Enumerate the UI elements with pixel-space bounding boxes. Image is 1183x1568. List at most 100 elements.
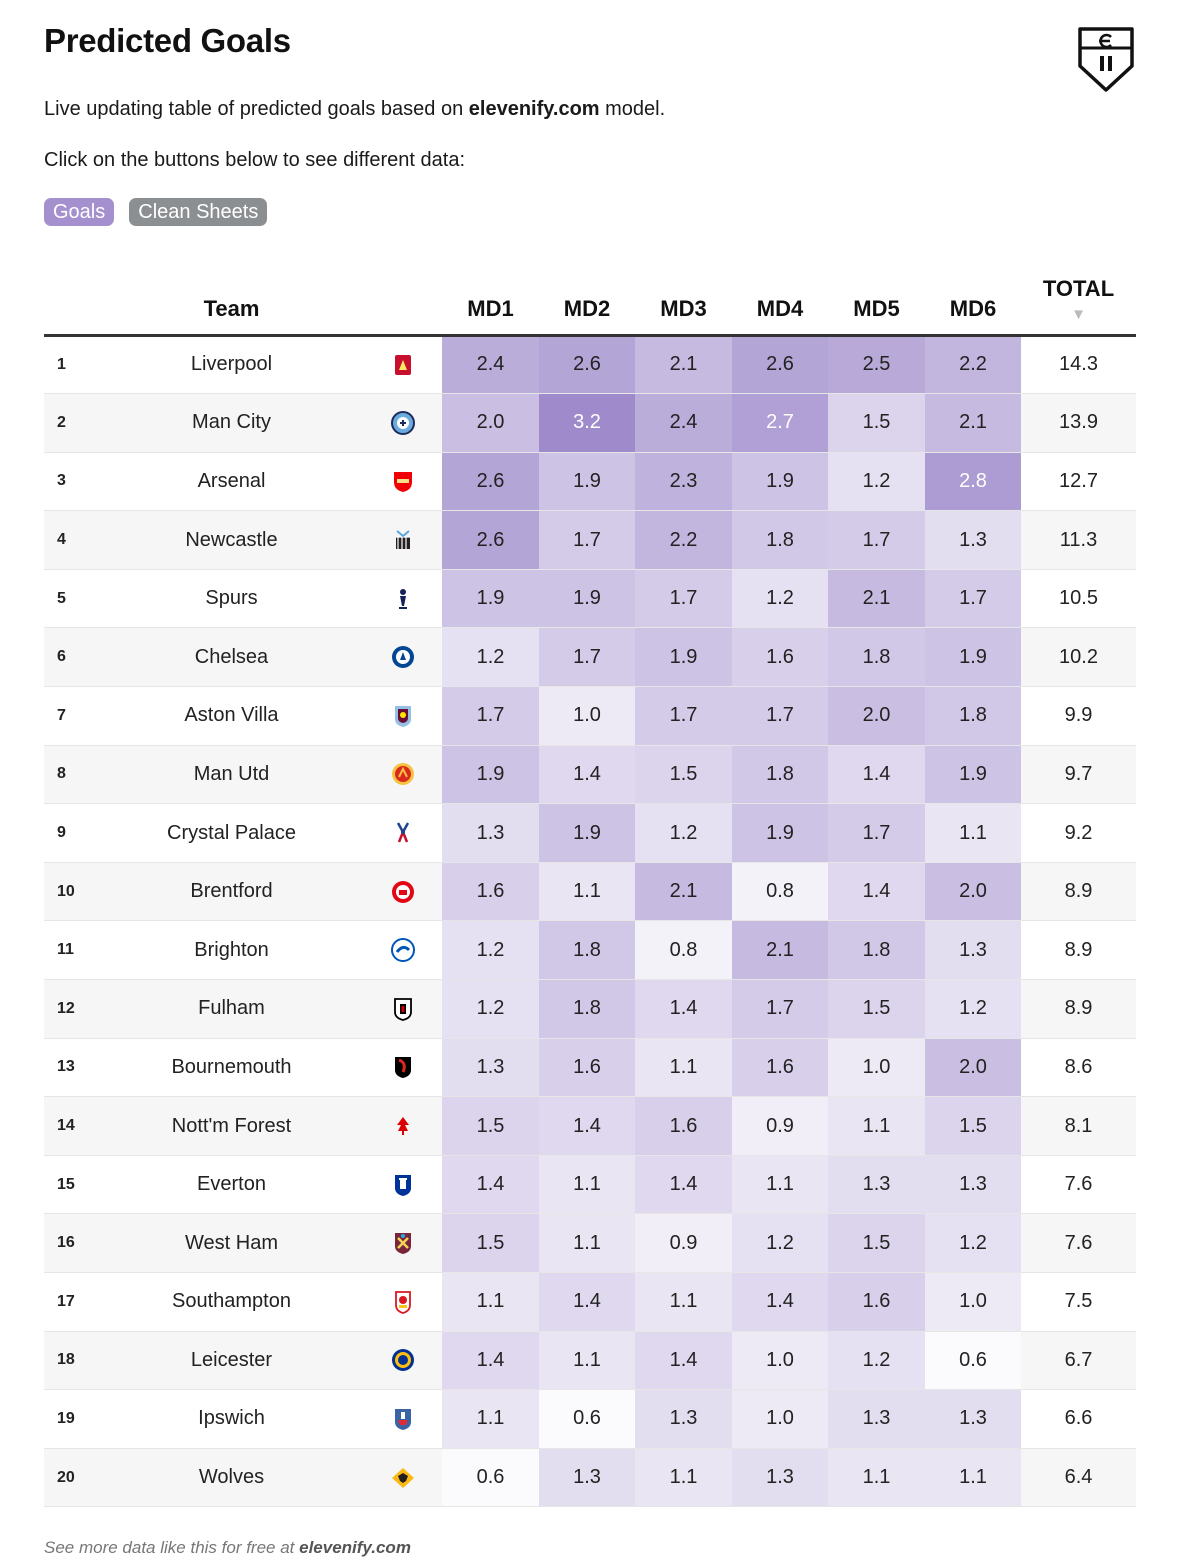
md2-cell: 0.6 <box>539 1389 635 1449</box>
md6-cell: 1.2 <box>925 1213 1021 1273</box>
west-ham-badge-icon <box>394 1233 411 1255</box>
md3-cell: 1.5 <box>635 745 732 805</box>
table-row: 5 Spurs 1.9 1.9 1.7 1.2 2.1 1.7 10.5 <box>44 569 1136 629</box>
team-badge-cell <box>363 1155 442 1215</box>
footer-brand-link[interactable]: elevenify.com <box>299 1538 411 1557</box>
table-row: 9 Crystal Palace 1.3 1.9 1.2 1.9 1.7 1.1 9.2 <box>44 803 1136 863</box>
rank-cell: 13 <box>44 1038 100 1098</box>
md1-cell: 2.6 <box>442 452 539 512</box>
md4-header[interactable]: MD4 <box>732 258 828 337</box>
md5-cell: 2.0 <box>828 686 925 746</box>
md5-header[interactable]: MD5 <box>828 258 925 337</box>
total-cell: 14.3 <box>1021 335 1136 395</box>
table-row: 19 Ipswich 1.1 0.6 1.3 1.0 1.3 1.3 6.6 <box>44 1389 1136 1449</box>
team-name-cell: Nott'm Forest <box>100 1096 363 1156</box>
rank-cell: 2 <box>44 393 100 453</box>
md6-cell: 2.0 <box>925 1038 1021 1098</box>
md5-cell: 1.5 <box>828 393 925 453</box>
instruction-text: Click on the buttons below to see differ… <box>44 149 466 171</box>
md4-cell: 1.0 <box>732 1389 828 1449</box>
md2-cell: 1.4 <box>539 745 635 805</box>
team-name-cell: Southampton <box>100 1272 363 1332</box>
southampton-badge-icon <box>394 1290 411 1314</box>
md1-cell: 1.5 <box>442 1096 539 1156</box>
md1-cell: 1.1 <box>442 1272 539 1332</box>
rank-cell: 17 <box>44 1272 100 1332</box>
md3-cell: 1.3 <box>635 1389 732 1449</box>
team-name-cell: Man City <box>100 393 363 453</box>
md2-cell: 1.8 <box>539 920 635 981</box>
md1-header[interactable]: MD1 <box>442 258 539 337</box>
md6-cell: 1.1 <box>925 803 1021 863</box>
md5-cell: 2.1 <box>828 569 925 629</box>
md5-cell: 1.5 <box>828 979 925 1039</box>
everton-badge-icon <box>394 1174 411 1196</box>
team-badge-cell <box>363 510 442 570</box>
team-name-cell: Ipswich <box>100 1389 363 1449</box>
arsenal-badge-icon <box>393 472 412 493</box>
md3-cell: 2.1 <box>635 862 732 922</box>
rank-cell: 10 <box>44 862 100 922</box>
predicted-goals-table: Team MD1 MD2 MD3 MD4 MD5 MD6 TOTAL ▼ 1 Li… <box>44 258 1136 1508</box>
md6-cell: 0.6 <box>925 1331 1021 1391</box>
md6-cell: 1.5 <box>925 1096 1021 1156</box>
md4-cell: 2.1 <box>732 920 828 981</box>
total-cell: 13.9 <box>1021 393 1136 453</box>
team-header[interactable]: Team <box>100 258 363 337</box>
table-row: 17 Southampton 1.1 1.4 1.1 1.4 1.6 1.0 7.5 <box>44 1272 1136 1332</box>
md3-header[interactable]: MD3 <box>635 258 732 337</box>
md3-cell: 1.7 <box>635 686 732 746</box>
table-row: 12 Fulham 1.2 1.8 1.4 1.7 1.5 1.2 8.9 <box>44 979 1136 1039</box>
clean-sheets-button[interactable]: Clean Sheets <box>129 198 268 226</box>
total-header[interactable]: TOTAL ▼ <box>1021 258 1136 337</box>
md6-header[interactable]: MD6 <box>925 258 1021 337</box>
badge-header <box>363 258 442 337</box>
md5-cell: 1.5 <box>828 1213 925 1273</box>
md4-cell: 1.8 <box>732 510 828 570</box>
team-badge-cell <box>363 1389 442 1449</box>
md4-cell: 2.6 <box>732 335 828 395</box>
total-cell: 8.1 <box>1021 1096 1136 1156</box>
md6-cell: 1.2 <box>925 979 1021 1039</box>
fulham-badge-icon <box>393 997 412 1021</box>
md2-header[interactable]: MD2 <box>539 258 635 337</box>
md3-cell: 0.8 <box>635 920 732 981</box>
md1-cell: 1.2 <box>442 979 539 1039</box>
chelsea-badge-icon <box>391 646 414 669</box>
rank-cell: 18 <box>44 1331 100 1391</box>
table-row: 3 Arsenal 2.6 1.9 2.3 1.9 1.2 2.8 12.7 <box>44 452 1136 512</box>
rank-cell: 16 <box>44 1213 100 1273</box>
md3-cell: 1.7 <box>635 569 732 629</box>
newcastle-badge-icon <box>395 530 410 550</box>
bournemouth-badge-icon <box>394 1057 411 1079</box>
md2-cell: 1.7 <box>539 627 635 688</box>
team-badge-cell <box>363 803 442 863</box>
total-cell: 11.3 <box>1021 510 1136 570</box>
goals-button[interactable]: Goals <box>44 198 115 226</box>
md6-cell: 2.2 <box>925 335 1021 395</box>
md3-cell: 1.1 <box>635 1272 732 1332</box>
md1-cell: 0.6 <box>442 1448 539 1508</box>
md1-cell: 1.4 <box>442 1155 539 1215</box>
md3-cell: 1.9 <box>635 627 732 688</box>
md1-cell: 1.2 <box>442 627 539 688</box>
rank-cell: 15 <box>44 1155 100 1215</box>
md6-cell: 1.3 <box>925 1155 1021 1215</box>
md4-cell: 1.7 <box>732 686 828 746</box>
data-toggle-buttons: Goals Clean Sheets <box>44 198 268 226</box>
nottm-forest-badge-icon <box>396 1117 409 1136</box>
md5-cell: 1.4 <box>828 745 925 805</box>
team-name-cell: Crystal Palace <box>100 803 363 863</box>
ipswich-badge-icon <box>394 1408 411 1430</box>
team-badge-cell <box>363 745 442 805</box>
total-cell: 7.6 <box>1021 1213 1136 1273</box>
team-name-cell: Liverpool <box>100 335 363 395</box>
rank-cell: 9 <box>44 803 100 863</box>
md2-cell: 1.1 <box>539 1155 635 1215</box>
team-badge-cell <box>363 862 442 922</box>
table-row: 20 Wolves 0.6 1.3 1.1 1.3 1.1 1.1 6.4 <box>44 1448 1136 1508</box>
rank-cell: 1 <box>44 335 100 395</box>
table-row: 10 Brentford 1.6 1.1 2.1 0.8 1.4 2.0 8.9 <box>44 862 1136 922</box>
md2-cell: 1.9 <box>539 569 635 629</box>
team-name-cell: Man Utd <box>100 745 363 805</box>
